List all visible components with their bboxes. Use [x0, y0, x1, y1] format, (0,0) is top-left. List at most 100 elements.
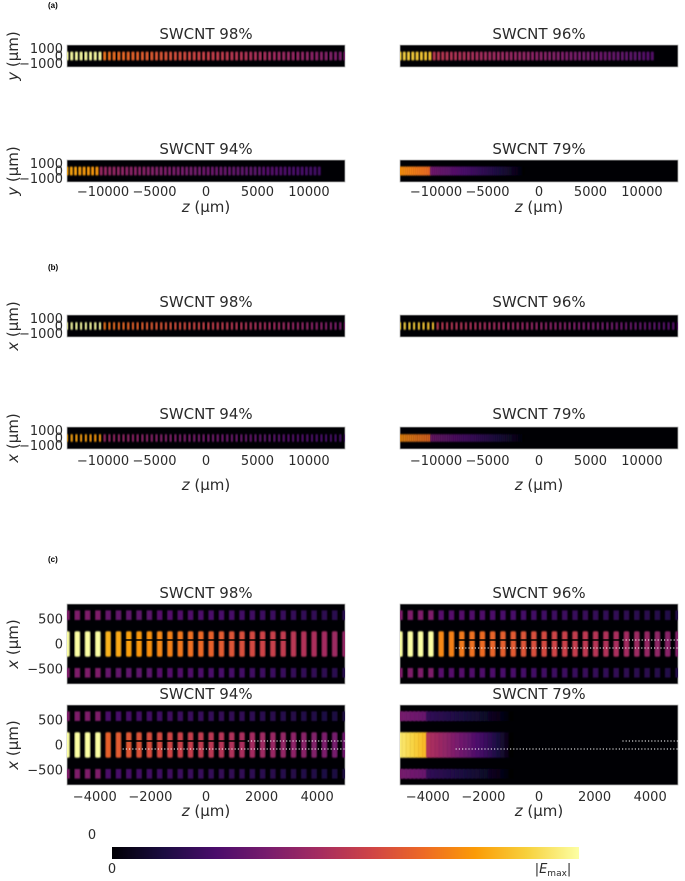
x-tick-label: 10000 [288, 454, 329, 469]
colorbar: 0 0 |Emax| [88, 828, 579, 879]
y-axis-label: y (μm) [4, 146, 22, 197]
field-intensity [400, 434, 525, 442]
field-intensity [67, 166, 321, 176]
x-tick-label: 0 [535, 790, 543, 805]
heatmap-panel: SWCNT 79% −10000 −5000 0 5000 10000 z (μm) [399, 405, 679, 494]
x-tick-label: 2000 [578, 790, 611, 805]
colorbar-gradient [112, 847, 579, 859]
y-tick-label: 0 [55, 638, 63, 653]
x-axis-label: z (μm) [181, 476, 231, 494]
y-axis-label: x (μm) [4, 619, 22, 670]
x-axis-label: z (μm) [181, 198, 231, 216]
x-axis-label: z (μm) [181, 802, 231, 820]
x-tick-label: 10000 [288, 185, 329, 200]
y-tick-label: 1000 [30, 312, 63, 327]
x-tick-label: 5000 [241, 454, 274, 469]
x-tick-label: −10000 [410, 185, 462, 200]
heatmap-panel: SWCNT 98% 500 0 −500 x (μm) [4, 584, 346, 685]
panel-title: SWCNT 94% [159, 685, 252, 703]
section-tag: (b) [48, 263, 59, 272]
x-axis-label: z (μm) [514, 802, 564, 820]
y-tick-label: 0 [55, 432, 63, 447]
x-tick-label: −4000 [73, 790, 117, 805]
y-tick-label: −500 [27, 663, 63, 678]
x-axis-label: z (μm) [514, 198, 564, 216]
x-tick-label: 5000 [574, 454, 607, 469]
y-tick-label: −1000 [19, 439, 63, 454]
x-tick-label: −5000 [466, 185, 510, 200]
x-tick-label: −2000 [461, 790, 505, 805]
x-tick-label: −10000 [410, 454, 462, 469]
heatmap-panel: SWCNT 79% −10000 −5000 0 5000 10000 z (μm) [399, 140, 679, 216]
panel-title: SWCNT 96% [492, 25, 585, 43]
x-tick-label: 0 [535, 185, 543, 200]
y-tick-label: 500 [38, 714, 63, 729]
x-tick-label: 4000 [634, 790, 667, 805]
y-axis-label: x (μm) [4, 720, 22, 771]
heatmap-panel: SWCNT 96% [399, 584, 679, 685]
field-intensity [67, 711, 345, 779]
field-intensity [400, 610, 678, 678]
field-intensity [400, 322, 678, 330]
x-tick-label: 5000 [574, 185, 607, 200]
panel-title: SWCNT 98% [159, 293, 252, 311]
heatmap-panel: SWCNT 94% 500 0 −500 x (μm) −4000 −2000 0 2000 40… [4, 685, 346, 820]
field-intensity [67, 434, 345, 442]
panel-title: SWCNT 98% [159, 25, 252, 43]
colorbar-top-label: 0 [88, 828, 96, 843]
y-tick-label: 1000 [30, 42, 63, 57]
field-intensity [67, 51, 345, 61]
y-tick-label: −500 [27, 764, 63, 779]
section-c: (c) SWCNT 98% 500 0 −500 x (μm) SWCNT 96% SWCNT… [4, 555, 679, 820]
section-tag: (c) [48, 555, 58, 564]
field-intensity [400, 51, 654, 61]
x-tick-label: 10000 [621, 454, 662, 469]
x-tick-label: 0 [202, 790, 210, 805]
y-axis-label: x (μm) [4, 301, 22, 352]
x-tick-label: 2000 [245, 790, 278, 805]
y-tick-label: −1000 [19, 327, 63, 342]
field-intensity [67, 322, 345, 330]
panel-title: SWCNT 79% [492, 405, 585, 423]
panel-title: SWCNT 96% [492, 293, 585, 311]
panel-title: SWCNT 94% [159, 140, 252, 158]
section-tag: (a) [48, 1, 58, 10]
y-tick-label: −1000 [19, 57, 63, 72]
x-tick-label: −5000 [133, 185, 177, 200]
x-tick-label: −10000 [77, 185, 129, 200]
panel-title: SWCNT 79% [492, 140, 585, 158]
colorbar-min-label: 0 [108, 862, 116, 877]
y-tick-label: 1000 [30, 157, 63, 172]
panel-title: SWCNT 79% [492, 685, 585, 703]
x-tick-label: 0 [202, 454, 210, 469]
panel-title: SWCNT 96% [492, 584, 585, 602]
x-tick-label: 0 [535, 454, 543, 469]
field-intensity [67, 610, 345, 678]
y-axis-label: x (μm) [4, 413, 22, 464]
x-tick-label: 4000 [301, 790, 334, 805]
heatmap-panel: SWCNT 79% −4000 −2000 0 2000 4000 z (μm) [399, 685, 679, 820]
y-tick-label: 0 [55, 165, 63, 180]
y-tick-label: 0 [55, 320, 63, 335]
panel-title: SWCNT 98% [159, 584, 252, 602]
x-tick-label: 0 [202, 185, 210, 200]
field-intensity [400, 166, 526, 176]
x-tick-label: −5000 [133, 454, 177, 469]
x-tick-label: −2000 [128, 790, 172, 805]
x-tick-label: 10000 [621, 185, 662, 200]
x-tick-label: −5000 [466, 454, 510, 469]
field-intensity [400, 711, 514, 779]
panel-title: SWCNT 94% [159, 405, 252, 423]
y-axis-label: y (μm) [4, 31, 22, 82]
y-tick-label: 1000 [30, 424, 63, 439]
heatmap-panel: SWCNT 96% [399, 293, 679, 338]
y-tick-label: −1000 [19, 172, 63, 187]
heatmap-panel: SWCNT 96% [399, 25, 679, 68]
y-tick-label: 0 [55, 739, 63, 754]
